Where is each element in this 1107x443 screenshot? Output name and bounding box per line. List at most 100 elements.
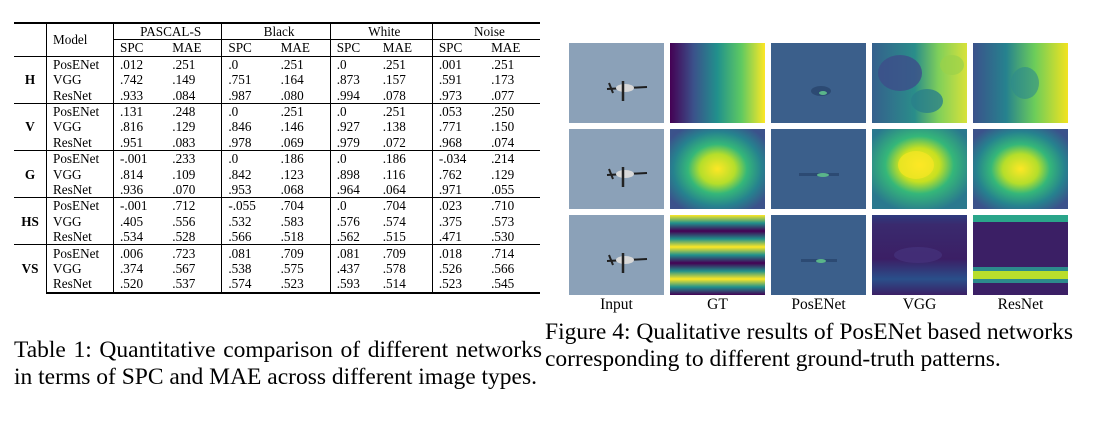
results-table: Model PASCAL-S Black White Noise SPC MAE… <box>14 21 540 294</box>
posenet-output <box>771 215 866 295</box>
value-cell: .574 <box>221 276 275 294</box>
value-cell: .109 <box>166 166 223 182</box>
value-cell: .530 <box>491 229 515 245</box>
value-cell: -.001 <box>113 197 167 214</box>
value-cell: .710 <box>485 197 540 214</box>
value-cell: .566 <box>491 260 515 276</box>
value-cell: .081 <box>221 244 275 261</box>
value-cell: .083 <box>166 134 223 151</box>
resnet-output <box>973 129 1068 209</box>
value-cell: .709 <box>274 244 331 261</box>
value-cell: .567 <box>166 260 223 277</box>
value-cell: .846 <box>228 119 252 135</box>
table-row: VGG .814 .109 .842 .123 .898 .116 .762 .129 <box>14 166 540 182</box>
figure-caption: Figure 4: Qualitative results of PosENet… <box>545 319 1074 372</box>
value-cell: .250 <box>485 102 540 120</box>
value-cell: .751 <box>228 72 252 88</box>
table-caption: Table 1: Quantitative comparison of diff… <box>14 337 542 390</box>
value-cell: .055 <box>491 182 515 197</box>
value-cell: .574 <box>376 213 433 230</box>
value-cell: .053 <box>432 102 486 120</box>
value-cell: .070 <box>166 181 223 198</box>
value-cell: .146 <box>274 119 331 135</box>
value-cell: .012 <box>113 55 167 73</box>
model-header: Model <box>46 21 114 57</box>
value-cell: .233 <box>166 150 223 167</box>
value-cell: .709 <box>376 244 433 261</box>
value-cell: .0 <box>330 102 377 120</box>
value-cell: .080 <box>274 87 331 104</box>
value-cell: .898 <box>336 166 360 182</box>
value-cell: .575 <box>274 260 331 277</box>
value-cell: .0 <box>221 102 275 120</box>
value-cell: .251 <box>274 55 331 73</box>
value-cell: .576 <box>336 213 360 229</box>
model-name-cell: ResNet <box>46 87 114 104</box>
value-cell: .251 <box>485 55 540 73</box>
value-cell: .712 <box>166 197 223 214</box>
value-cell: .556 <box>166 213 223 230</box>
dataset-header: Noise <box>432 22 540 41</box>
value-cell: .534 <box>120 229 144 245</box>
table-row: ResNet .520.537.574.523.593.514.523.545 <box>14 276 540 294</box>
column-label-vgg: VGG <box>902 296 937 313</box>
model-name-cell: PosENet <box>46 150 114 167</box>
table-row: VGG .816 .129 .846 .146 .927 .138 .771 .150 <box>14 119 540 135</box>
row-group-label: HS <box>14 197 47 245</box>
table-row: H PosENet .012.251.0.251.0.251.001.251 <box>14 55 540 104</box>
metric-header: SPC <box>432 39 486 57</box>
value-cell: .0 <box>330 150 377 167</box>
value-cell: .164 <box>274 72 331 88</box>
value-cell: .375 <box>438 213 462 229</box>
value-cell: .129 <box>491 166 515 182</box>
value-cell: .523 <box>274 276 331 294</box>
value-cell: .537 <box>166 276 223 294</box>
model-name-cell: ResNet <box>46 229 114 245</box>
metric-header: MAE <box>166 39 223 57</box>
value-cell: .251 <box>274 102 331 120</box>
value-cell: .084 <box>166 87 223 104</box>
value-cell: .528 <box>166 229 223 245</box>
value-cell: .951 <box>120 134 144 150</box>
value-cell: .248 <box>166 102 223 120</box>
value-cell: .971 <box>438 182 462 197</box>
model-name-cell: VGG <box>46 72 114 88</box>
column-label-input: Input <box>600 296 633 313</box>
value-cell: .123 <box>274 166 331 182</box>
value-cell: .515 <box>376 229 433 245</box>
value-cell: .714 <box>485 244 540 261</box>
value-cell: .131 <box>113 102 167 120</box>
value-cell: .933 <box>120 87 144 103</box>
posenet-output <box>771 43 866 123</box>
table-row: VS PosENet .006.723.081.709.081.709.018.71… <box>14 244 540 293</box>
value-cell: .704 <box>376 197 433 214</box>
value-cell: .072 <box>376 134 433 151</box>
model-name-cell: VGG <box>46 166 114 182</box>
posenet-output <box>771 129 866 209</box>
value-cell: .816 <box>120 119 144 135</box>
value-cell: .078 <box>376 87 433 104</box>
value-cell: .149 <box>166 72 223 88</box>
value-cell: -.055 <box>221 197 275 214</box>
value-cell: .578 <box>376 260 433 277</box>
table-row: VGG .405 .556 .532 .583 .576 .574 .375 .573 <box>14 213 540 230</box>
model-name-cell: VGG <box>46 260 114 277</box>
value-cell: .157 <box>376 72 433 88</box>
value-cell: .532 <box>228 213 252 229</box>
value-cell: .251 <box>166 55 223 73</box>
value-cell: .520 <box>113 276 167 294</box>
input-image <box>569 43 664 123</box>
value-cell: .842 <box>228 166 252 182</box>
row-group-label: G <box>14 150 47 198</box>
value-cell: .987 <box>228 87 252 103</box>
value-cell: .0 <box>221 55 275 73</box>
value-cell: .518 <box>274 229 331 245</box>
column-label-posenet: PosENet <box>791 296 846 313</box>
model-name-cell: PosENet <box>46 55 114 73</box>
value-cell: .973 <box>438 87 462 103</box>
model-name-cell: ResNet <box>46 276 114 294</box>
value-cell: .583 <box>274 213 331 230</box>
value-cell: .0 <box>330 55 377 73</box>
gt-gaussian <box>670 129 765 209</box>
model-name-cell: VGG <box>46 213 114 230</box>
